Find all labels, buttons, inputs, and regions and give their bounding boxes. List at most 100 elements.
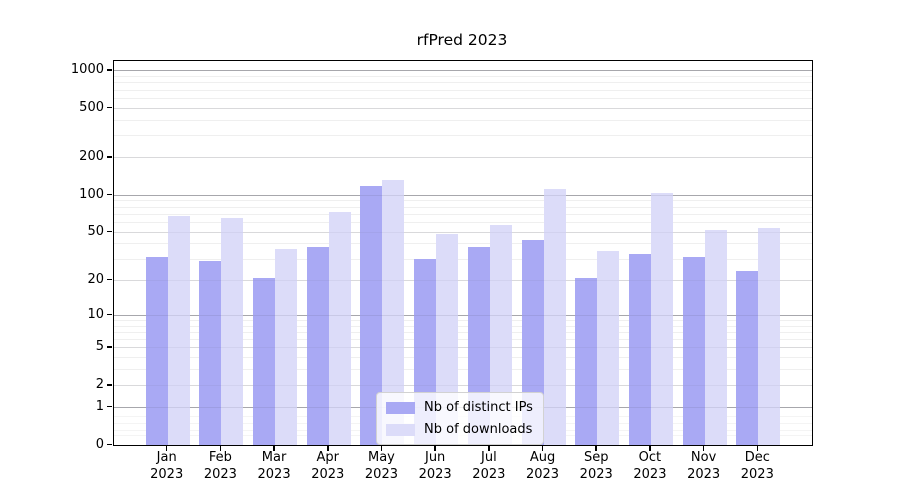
x-tick-sep	[595, 445, 597, 451]
y-tick-label-200: 200	[79, 149, 104, 165]
x-tick-label-oct: Oct 2023	[633, 450, 667, 482]
x-tick-label-mar: Mar 2023	[257, 450, 291, 482]
gridline-20	[114, 279, 812, 281]
bar-ips-nov	[682, 257, 705, 445]
gridline-60	[114, 221, 812, 223]
y-tick-label-10: 10	[87, 306, 104, 322]
y-tick-1	[107, 405, 112, 408]
bar-ips-may	[360, 185, 383, 445]
gridline-3	[114, 369, 812, 371]
bar-downloads-jul	[489, 225, 512, 445]
legend-label-distinct-ips: Nb of distinct IPs	[424, 400, 533, 415]
y-tick-label-20: 20	[87, 271, 104, 287]
y-tick-2	[107, 384, 112, 386]
x-tick-label-may: May 2023	[364, 450, 398, 482]
y-tick-100	[107, 193, 112, 196]
x-tick-label-sep: Sep 2023	[579, 450, 613, 482]
bar-downloads-sep	[597, 250, 620, 445]
x-tick-jan	[165, 445, 168, 451]
gridline-7	[114, 331, 812, 333]
x-tick-label-apr: Apr 2023	[311, 450, 345, 482]
x-tick-nov	[702, 445, 705, 451]
gridline-100	[114, 194, 812, 196]
legend-swatch-distinct-ips	[386, 401, 415, 414]
chart-title: rfPred 2023	[416, 31, 508, 49]
x-tick-jul	[488, 445, 490, 451]
y-tick-label-2: 2	[95, 377, 104, 392]
gridline-600	[114, 97, 812, 99]
legend-label-downloads: Nb of downloads	[424, 422, 533, 437]
gridline-300	[114, 135, 812, 137]
x-tick-label-aug: Aug 2023	[525, 450, 560, 482]
x-tick-aug	[541, 445, 544, 451]
gridline-10	[114, 314, 812, 316]
gridline-80	[114, 206, 812, 208]
gridline-90	[114, 200, 812, 202]
legend-row-downloads: Nb of downloads	[386, 420, 533, 439]
x-tick-label-feb: Feb 2023	[203, 450, 237, 482]
x-tick-feb	[219, 445, 222, 451]
y-tick-label-50: 50	[87, 223, 104, 239]
gridline-800	[114, 82, 812, 84]
x-tick-oct	[649, 445, 651, 451]
x-tick-dec	[756, 445, 759, 451]
bar-ips-oct	[628, 254, 651, 445]
gridline-500	[114, 107, 812, 109]
bar-downloads-feb	[221, 218, 244, 445]
gridline-700	[114, 89, 812, 91]
y-tick-5	[107, 346, 112, 348]
gridline-70	[114, 213, 812, 215]
gridline-8	[114, 325, 812, 327]
x-tick-mar	[273, 445, 275, 451]
bar-ips-dec	[736, 270, 759, 445]
gridline-200	[114, 157, 812, 159]
y-tick-50	[107, 230, 112, 233]
x-tick-label-jan: Jan 2023	[150, 450, 184, 482]
y-tick-label-0: 0	[95, 436, 104, 452]
y-tick-200	[107, 156, 112, 158]
gridline-900	[114, 76, 812, 78]
y-tick-20	[107, 278, 112, 281]
bar-downloads-oct	[650, 193, 673, 445]
x-tick-label-jun: Jun 2023	[418, 450, 452, 482]
plot-area	[113, 60, 813, 446]
x-tick-label-dec: Dec 2023	[740, 450, 774, 482]
y-tick-500	[107, 106, 112, 109]
gridline-50	[114, 231, 812, 233]
bar-ips-feb	[199, 260, 222, 445]
bar-downloads-dec	[758, 227, 781, 445]
gridline-9	[114, 319, 812, 321]
y-tick-label-1000: 1000	[70, 62, 104, 78]
gridline-400	[114, 119, 812, 121]
bar-downloads-mar	[275, 249, 298, 445]
y-tick-label-5: 5	[95, 339, 104, 355]
gridline-4	[114, 357, 812, 359]
gridline-30	[114, 258, 812, 260]
y-tick-label-1: 1	[95, 398, 104, 414]
x-tick-jun	[434, 445, 436, 451]
bar-ips-apr	[306, 246, 329, 445]
legend-row-distinct-ips: Nb of distinct IPs	[386, 398, 533, 417]
bar-ips-sep	[575, 277, 598, 445]
bar-downloads-nov	[704, 229, 727, 445]
legend: Nb of distinct IPs Nb of downloads	[376, 392, 544, 445]
legend-swatch-downloads	[386, 423, 415, 436]
bar-downloads-apr	[328, 211, 351, 445]
x-tick-may	[380, 445, 383, 451]
y-tick-0	[107, 443, 112, 445]
y-tick-10	[107, 313, 112, 316]
y-tick-label-500: 500	[79, 99, 104, 115]
bar-downloads-may	[382, 179, 405, 445]
bar-downloads-aug	[543, 188, 566, 445]
gridline-5	[114, 347, 812, 349]
x-tick-label-nov: Nov 2023	[687, 450, 721, 482]
gridline-6	[114, 339, 812, 341]
y-tick-1000	[107, 69, 112, 71]
gridline-40	[114, 243, 812, 245]
x-tick-label-jul: Jul 2023	[472, 450, 506, 482]
bar-downloads-jan	[167, 215, 190, 445]
bar-ips-mar	[253, 277, 276, 445]
bar-ips-jan	[145, 257, 168, 445]
gridline-2	[114, 385, 812, 386]
